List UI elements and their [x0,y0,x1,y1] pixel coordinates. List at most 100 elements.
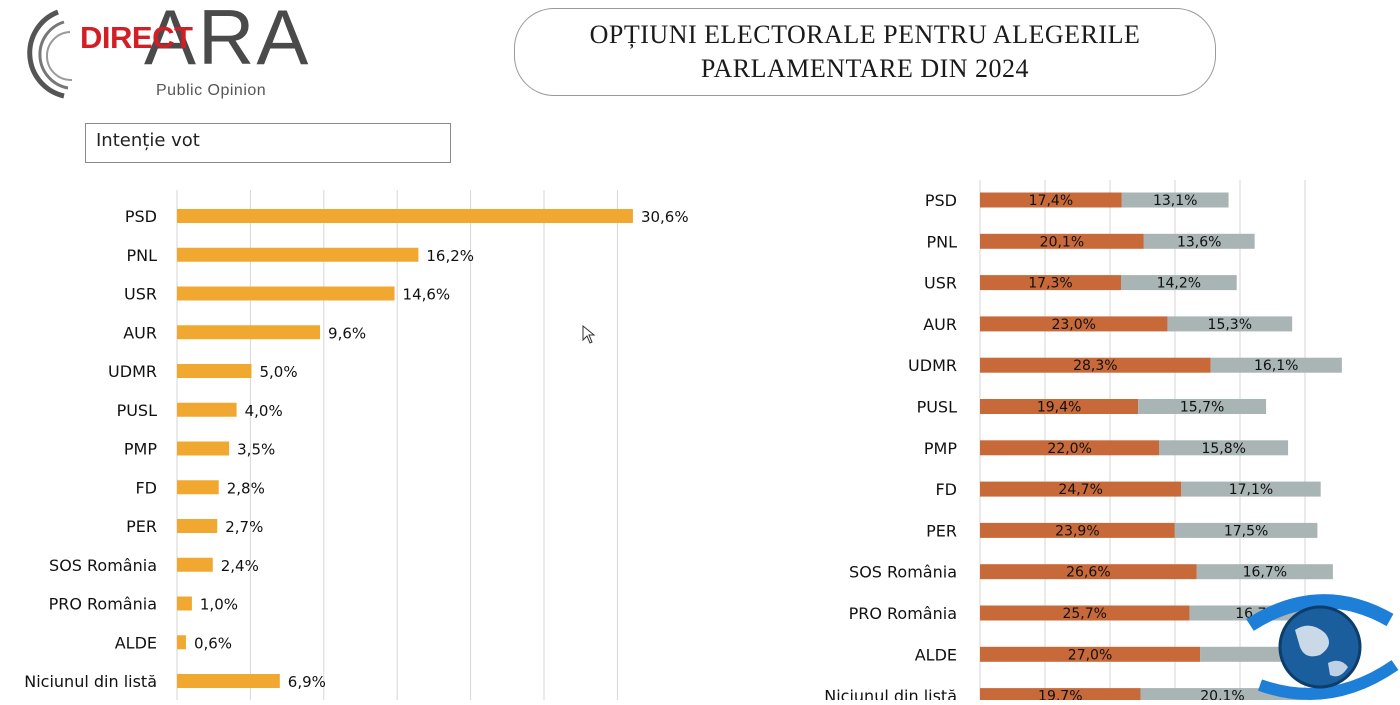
category-label: PNL [926,232,957,251]
data-label-right: 17,1% [1229,482,1273,498]
bar [177,519,218,533]
bar [177,596,192,611]
category-label: PRO România [49,595,157,614]
category-label: PER [926,521,957,540]
data-label-right: 20,1% [1200,689,1244,700]
category-label: SOS România [849,563,957,582]
data-label: 14,6% [403,286,451,304]
bar [177,209,633,223]
data-label-left: 24,7% [1058,482,1102,498]
bar-segment-right [1120,275,1237,291]
data-label-left: 23,0% [1051,317,1095,333]
bar [177,364,252,378]
bar-segment-left [980,522,1175,538]
bar-segment-left [980,481,1182,497]
data-label-left: 27,0% [1068,647,1112,663]
bar-segment-right [1121,192,1229,208]
data-label-right: 15,3% [1208,317,1252,333]
category-label: FD [135,478,157,497]
bar-segment-right [1174,522,1318,538]
logo-ara-text: ARA [144,0,311,81]
data-label-left: 17,4% [1029,193,1073,209]
bar-segment-right [1159,440,1289,456]
data-label-left: 22,0% [1047,441,1091,457]
data-label: 2,4% [221,557,259,575]
bar-segment-left [980,605,1190,621]
data-label-left: 19,4% [1037,400,1081,416]
bar [177,480,219,495]
data-label-left: 28,3% [1073,358,1117,374]
page-title-line-2: PARLAMENTARE DIN 2024 [700,54,1030,83]
data-label-right: 17,5% [1224,523,1268,539]
bar [177,635,186,650]
data-label: 3,5% [237,441,275,459]
data-label-left: 23,9% [1055,523,1099,539]
data-label: 2,8% [227,479,265,497]
data-label-left: 26,6% [1066,565,1110,581]
category-label: ALDE [915,645,957,664]
bar-segment-right [1196,564,1333,580]
bar-segment-right [1143,233,1255,249]
data-label-left: 17,3% [1028,276,1072,292]
category-label: Niciunul din listă [24,672,157,691]
data-label: 9,6% [328,324,366,342]
category-label: PSD [925,191,957,210]
bar [177,441,230,456]
category-label: USR [124,285,157,304]
logo-arcs-icon [27,9,73,99]
category-label: PNL [126,246,157,265]
bar-segment-left [980,357,1211,373]
bar-segment-left [980,275,1121,291]
bar [177,286,395,301]
bar-segment-right [1200,646,1298,662]
bar-segment-right [1167,316,1293,332]
mouse-cursor-icon [582,325,596,344]
bar-segment-left [980,688,1141,700]
data-label-right: 13,6% [1177,234,1221,250]
category-label: PUSL [117,401,158,420]
bar [177,325,321,340]
data-label-right: 16,1% [1254,358,1298,374]
bar-segment-right [1140,688,1305,700]
direct-ara-logo: ARA DIRECT Public Opinion [18,0,328,104]
category-label: PSD [125,207,157,226]
bar-segment-left [980,440,1160,456]
data-label-right: 14,2% [1157,276,1201,292]
data-label: 1,0% [200,596,238,614]
category-label: PMP [124,440,157,459]
bar-segment-right [1210,357,1342,373]
category-label: PUSL [917,398,958,417]
category-label: USR [924,274,957,293]
vote-intention-chart: PSD 30,6% PNL 16,2% USR 14,6% AUR 9,6% UDMR 5,0% P… [24,190,689,700]
category-label: AUR [923,315,957,334]
chart-subtitle: Intenție vot [96,130,200,151]
bar [177,674,280,688]
chart-subtitle-box: Intenție vot [85,123,451,163]
category-label: AUR [123,323,157,342]
bar-segment-right [1138,399,1267,414]
data-label: 16,2% [426,247,474,265]
bar [177,247,419,262]
category-label: Niciunul din listă [824,687,957,700]
category-label: FD [935,480,957,499]
data-label: 4,0% [245,402,283,420]
category-label: PMP [924,439,957,458]
data-label: 30,6% [641,208,689,226]
page-title-line-1: OPȚIUNI ELECTORALE PENTRU ALEGERILE [589,20,1141,50]
category-label: PER [126,517,157,536]
category-label: SOS România [49,556,157,575]
category-label: PRO România [849,604,957,623]
data-label-right: 15,8% [1201,441,1245,457]
bar-segment-left [980,233,1144,249]
bar-segment-left [980,316,1168,332]
data-label-left: 25,7% [1062,606,1106,622]
bar-segment-right [1181,481,1321,497]
bar [177,402,237,417]
bar-segment-left [980,564,1197,580]
bar-segment-left [980,192,1122,208]
data-label-right: 13,1% [1153,193,1197,209]
data-label: 6,9% [288,673,326,691]
page-title-box: OPȚIUNI ELECTORALE PENTRU ALEGERILE PARL… [514,8,1216,96]
data-label-right: 16,7% [1243,565,1287,581]
